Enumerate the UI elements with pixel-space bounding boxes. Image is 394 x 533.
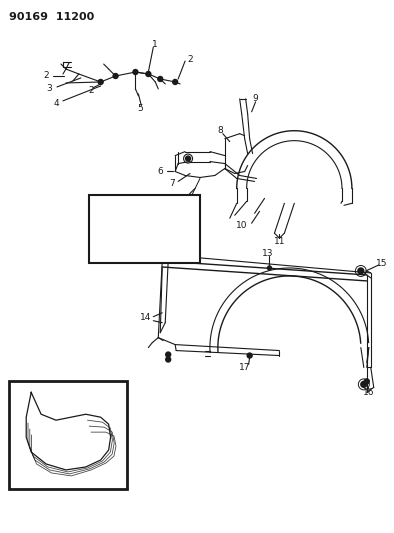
Text: 2: 2	[187, 54, 193, 63]
Text: 14: 14	[140, 313, 151, 322]
Text: 12: 12	[158, 254, 169, 263]
Text: 18: 18	[50, 475, 62, 484]
Circle shape	[78, 424, 84, 430]
Text: 15: 15	[376, 259, 387, 268]
Text: 10: 10	[236, 221, 247, 230]
Circle shape	[361, 382, 367, 387]
Text: 4: 4	[53, 99, 59, 108]
Circle shape	[158, 77, 163, 82]
Circle shape	[358, 268, 364, 274]
Text: 3: 3	[46, 84, 52, 93]
Circle shape	[166, 357, 171, 362]
Text: 11: 11	[274, 237, 285, 246]
Bar	[9, 382, 126, 489]
Circle shape	[133, 69, 138, 75]
Text: 90169  11200: 90169 11200	[9, 12, 95, 22]
Text: 16: 16	[363, 388, 375, 397]
Text: 5: 5	[138, 104, 143, 114]
Circle shape	[56, 434, 62, 440]
Text: 7: 7	[172, 201, 178, 210]
Text: 6: 6	[157, 167, 163, 176]
Circle shape	[146, 71, 151, 77]
Text: 9: 9	[253, 94, 258, 103]
Text: 2: 2	[88, 86, 93, 95]
Circle shape	[268, 266, 271, 270]
Circle shape	[128, 218, 134, 224]
Text: 8: 8	[217, 126, 223, 135]
Circle shape	[152, 230, 158, 236]
Text: 1: 1	[152, 39, 158, 49]
Circle shape	[364, 379, 369, 384]
Text: 17: 17	[239, 363, 251, 372]
Circle shape	[98, 79, 103, 84]
Text: 7: 7	[169, 179, 175, 188]
Circle shape	[173, 79, 178, 84]
Circle shape	[247, 353, 252, 358]
Bar	[89, 196, 200, 263]
Circle shape	[166, 352, 171, 357]
Text: 2: 2	[43, 71, 49, 80]
Text: 13: 13	[262, 248, 273, 257]
Circle shape	[186, 156, 191, 161]
Circle shape	[113, 74, 118, 78]
